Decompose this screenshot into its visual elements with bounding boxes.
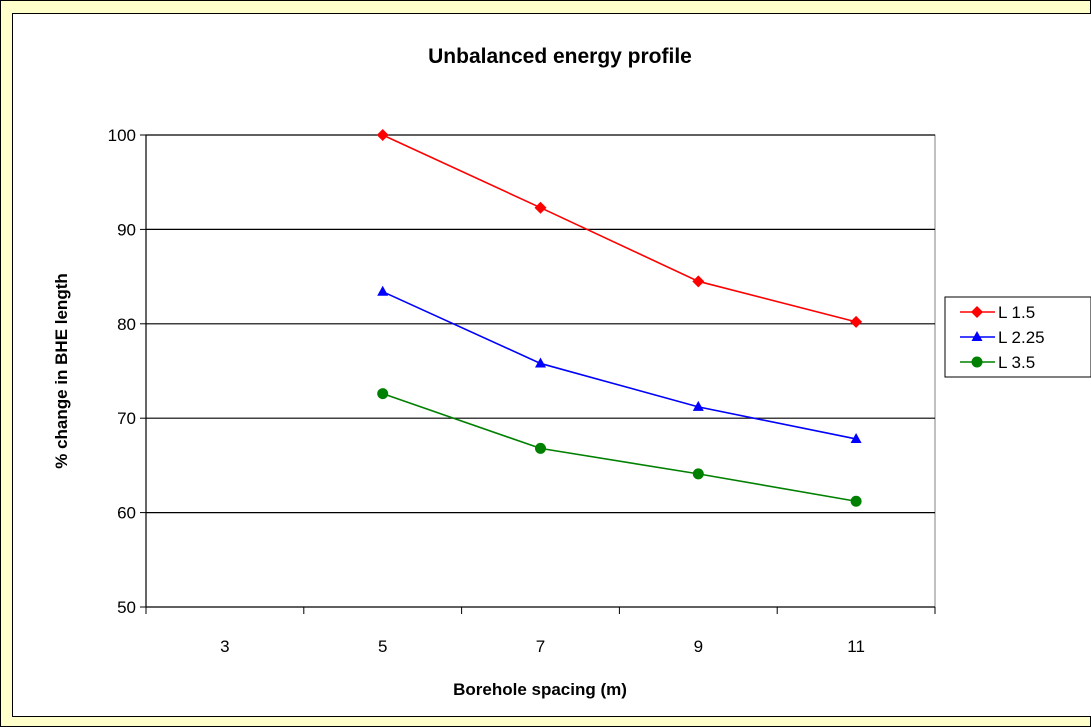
data-point (850, 315, 863, 328)
x-tick-label: 9 (694, 637, 703, 656)
data-point (850, 495, 862, 507)
y-tick-label: 90 (117, 220, 136, 239)
x-axis-title: Borehole spacing (m) (453, 680, 627, 699)
x-tick-label: 5 (378, 637, 387, 656)
data-point (692, 468, 704, 480)
legend-marker (971, 331, 983, 341)
data-point (534, 201, 547, 214)
x-tick-label: 3 (220, 637, 229, 656)
y-tick-label: 50 (117, 598, 136, 617)
data-point (376, 129, 389, 141)
series-line (382, 290, 857, 440)
legend-item: L 2.25 (960, 328, 1045, 347)
legend-item: L 3.5 (960, 353, 1035, 372)
data-point (377, 285, 389, 296)
plot-area: 50 60 70 80 90 100 3 5 7 9 11 (108, 126, 936, 656)
legend-marker (971, 356, 983, 368)
legend-label: L 3.5 (998, 353, 1035, 372)
x-tick-label: 7 (536, 637, 545, 656)
series-l-1-5 (376, 129, 863, 328)
data-point (535, 442, 546, 454)
data-point (692, 275, 705, 288)
y-tick-label: 70 (117, 409, 136, 428)
series-l-3-5 (377, 388, 862, 507)
data-point (692, 400, 704, 411)
data-point (850, 432, 862, 443)
legend: L 1.5 L 2.25 L 3.5 (944, 296, 1091, 378)
legend-marker (971, 306, 983, 318)
y-tick-label: 100 (108, 126, 136, 145)
y-tick-label: 80 (117, 315, 136, 334)
legend-item: L 1.5 (960, 303, 1035, 322)
legend-label: L 2.25 (998, 328, 1045, 347)
series-line (382, 134, 857, 323)
chart-title: Unbalanced energy profile (428, 45, 692, 68)
series-line (382, 392, 857, 503)
legend-label: L 1.5 (998, 303, 1035, 322)
x-tick-label: 11 (847, 637, 865, 656)
data-point (377, 388, 389, 400)
series-l-2-25 (377, 285, 862, 443)
data-point (535, 357, 546, 368)
y-axis-title: % change in BHE length (52, 273, 71, 469)
y-tick-label: 60 (117, 504, 136, 523)
chart-area (12, 13, 1091, 717)
